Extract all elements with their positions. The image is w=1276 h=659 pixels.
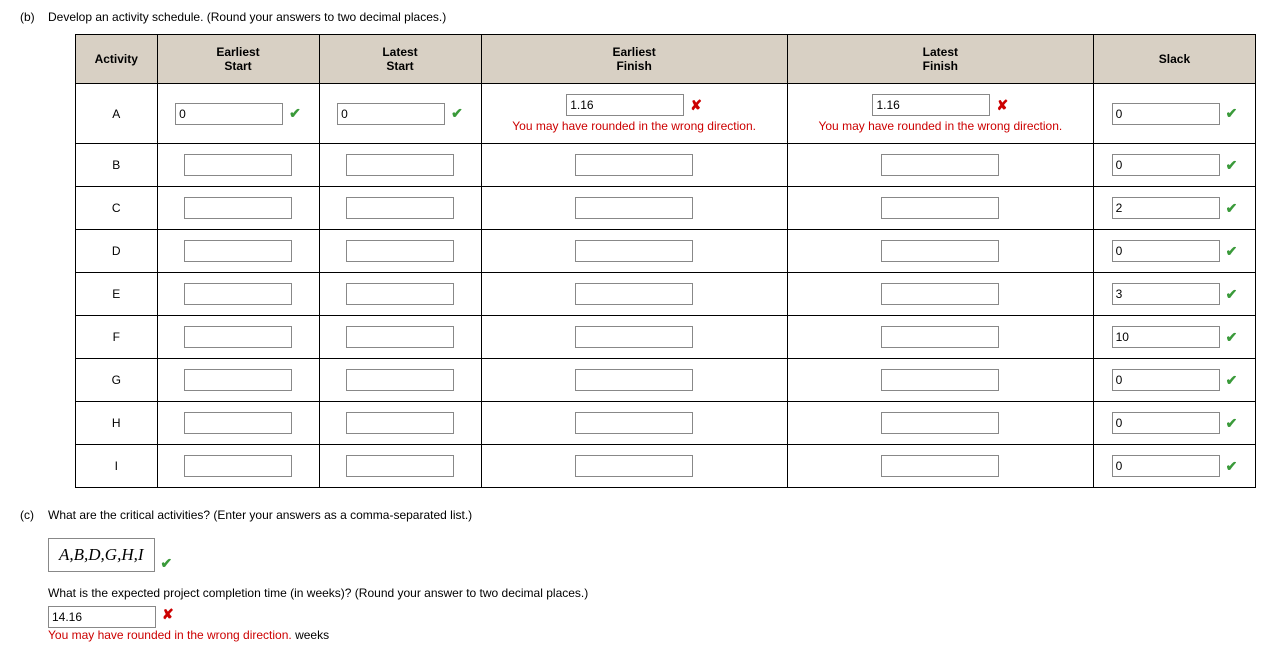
table-row: G✔ [76,359,1256,402]
table-row: A ✔ ✔ ✘ You may have rounded in the wrong di… [76,84,1256,144]
feedback-text: You may have rounded in the wrong direct… [818,119,1062,133]
activity-cell: C [76,187,158,230]
answer-input[interactable] [881,369,999,391]
check-icon: ✔ [1226,200,1238,217]
answer-input[interactable] [346,455,454,477]
th-slack: Slack [1093,35,1255,84]
schedule-table: Activity EarliestStart LatestStart Earli… [75,34,1256,488]
check-icon: ✔ [1226,372,1238,389]
x-icon: ✘ [996,97,1008,114]
feedback-text: You may have rounded in the wrong direct… [512,119,756,133]
answer-input[interactable] [1112,154,1220,176]
th-es: EarliestStart [157,35,319,84]
answer-input[interactable] [184,240,292,262]
part-c-header: (c) What are the critical activities? (E… [20,508,1256,522]
answer-input[interactable] [184,283,292,305]
table-row: C✔ [76,187,1256,230]
part-c-prompt1: What are the critical activities? (Enter… [48,508,1256,522]
activity-cell: D [76,230,158,273]
check-icon: ✔ [1226,415,1238,432]
answer-input[interactable] [881,240,999,262]
answer-input[interactable] [1112,197,1220,219]
answer-input[interactable] [184,369,292,391]
answer-input[interactable] [1112,369,1220,391]
critical-activities-box: A,B,D,G,H,I [48,538,155,572]
answer-input[interactable] [175,103,283,125]
answer-input[interactable] [346,369,454,391]
completion-time-feedback: You may have rounded in the wrong direct… [48,628,1256,642]
check-icon: ✔ [1226,243,1238,260]
answer-input[interactable] [566,94,684,116]
check-icon: ✔ [161,555,173,572]
x-icon: ✘ [162,606,174,623]
check-icon: ✔ [1226,157,1238,174]
check-icon: ✔ [1226,329,1238,346]
answer-input[interactable] [1112,240,1220,262]
part-b-label: (b) [20,10,48,24]
answer-input[interactable] [346,283,454,305]
activity-cell: A [76,84,158,144]
answer-input[interactable] [881,154,999,176]
completion-time-input[interactable] [48,606,156,628]
answer-input[interactable] [575,197,693,219]
activity-cell: B [76,144,158,187]
answer-input[interactable] [1112,103,1220,125]
check-icon: ✔ [451,105,463,122]
check-icon: ✔ [1226,458,1238,475]
answer-input[interactable] [881,197,999,219]
answer-input[interactable] [575,154,693,176]
answer-input[interactable] [872,94,990,116]
answer-input[interactable] [184,326,292,348]
answer-input[interactable] [1112,326,1220,348]
answer-input[interactable] [184,412,292,434]
activity-cell: I [76,445,158,488]
part-b-header: (b) Develop an activity schedule. (Round… [20,10,1256,24]
answer-input[interactable] [1112,412,1220,434]
answer-input[interactable] [184,154,292,176]
part-c-label: (c) [20,508,48,522]
table-row: H✔ [76,402,1256,445]
answer-input[interactable] [575,412,693,434]
answer-input[interactable] [575,455,693,477]
activity-cell: G [76,359,158,402]
answer-input[interactable] [346,326,454,348]
th-ef: EarliestFinish [481,35,787,84]
table-row: F✔ [76,316,1256,359]
activity-cell: F [76,316,158,359]
part-c-prompt2: What is the expected project completion … [48,586,1256,600]
answer-input[interactable] [1112,455,1220,477]
answer-input[interactable] [881,326,999,348]
table-row: I✔ [76,445,1256,488]
part-b-prompt: Develop an activity schedule. (Round you… [48,10,1256,24]
answer-input[interactable] [1112,283,1220,305]
answer-input[interactable] [575,326,693,348]
table-row: E✔ [76,273,1256,316]
check-icon: ✔ [1226,286,1238,303]
answer-input[interactable] [184,197,292,219]
activity-cell: H [76,402,158,445]
th-ls: LatestStart [319,35,481,84]
answer-input[interactable] [881,412,999,434]
check-icon: ✔ [289,105,301,122]
table-row: D✔ [76,230,1256,273]
th-lf: LatestFinish [787,35,1093,84]
answer-input[interactable] [346,240,454,262]
answer-input[interactable] [346,197,454,219]
answer-input[interactable] [346,412,454,434]
answer-input[interactable] [881,283,999,305]
answer-input[interactable] [575,240,693,262]
answer-input[interactable] [184,455,292,477]
th-activity: Activity [76,35,158,84]
x-icon: ✘ [690,97,702,114]
check-icon: ✔ [1226,105,1238,122]
table-row: B✔ [76,144,1256,187]
answer-input[interactable] [575,369,693,391]
answer-input[interactable] [346,154,454,176]
answer-input[interactable] [575,283,693,305]
answer-input[interactable] [337,103,445,125]
activity-cell: E [76,273,158,316]
answer-input[interactable] [881,455,999,477]
